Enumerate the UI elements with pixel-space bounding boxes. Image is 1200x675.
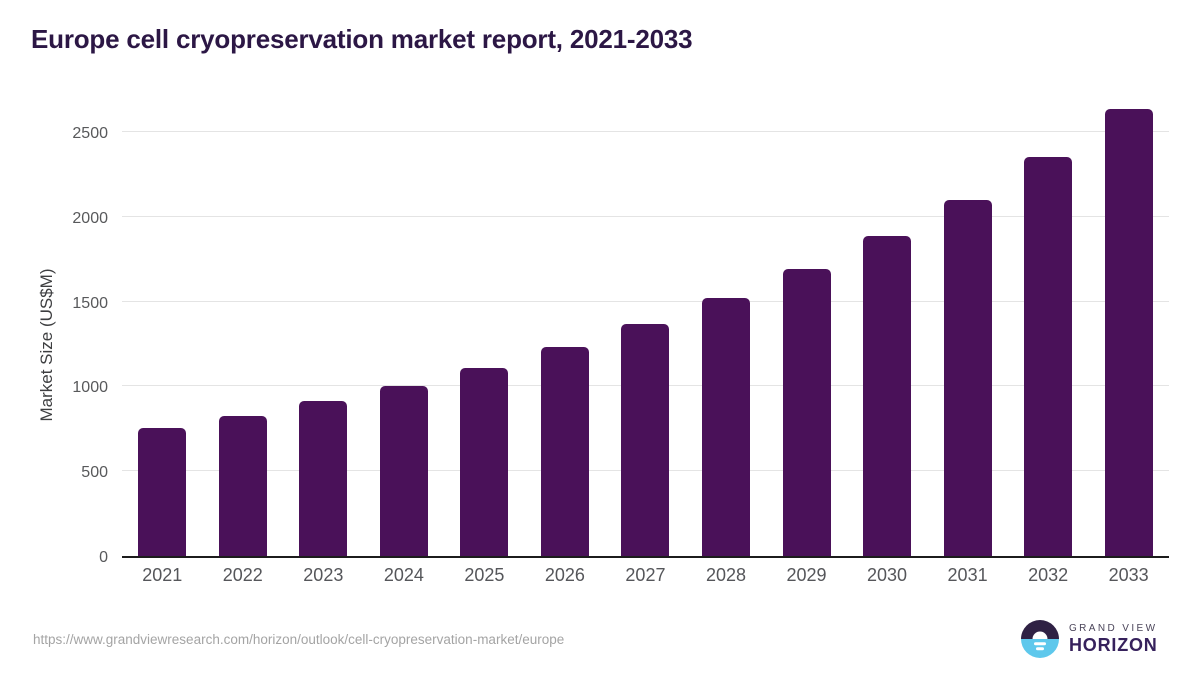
bar-slot-2029 [766,100,847,556]
x-tick-2030: 2030 [867,565,908,585]
y-axis-title: Market Size (US$M) [37,268,56,422]
bar-2030 [863,236,912,556]
bar-slot-2022 [203,100,284,556]
bar-2021 [138,427,187,556]
logo-mark-icon [1021,620,1059,658]
x-tick-2022: 2022 [222,565,263,585]
x-tick-2023: 2023 [303,565,344,585]
bar-slot-2028 [686,100,767,556]
bar-2024 [379,385,428,556]
page-title: Europe cell cryopreservation market repo… [31,24,693,54]
bar-2029 [782,269,831,556]
logo-text: GRAND VIEW HORIZON [1069,623,1158,655]
gridline-1500 [122,300,1169,302]
grand-view-horizon-logo: GRAND VIEW HORIZON [1021,620,1158,658]
bar-slot-2021 [122,100,203,556]
bar-slot-2027 [605,100,686,556]
x-tick-2025: 2025 [464,565,505,585]
bar-slot-2024 [364,100,445,556]
x-axis-labels: 2021 2022 2023 2024 2025 2026 2027 2028 2029 2030… [122,565,1169,586]
logo-brand-name: GRAND VIEW [1069,623,1158,634]
bar-2025 [460,367,509,556]
bar-2026 [540,347,589,556]
y-tick-2500: 2500 [72,125,108,142]
x-tick-2031: 2031 [947,565,988,585]
bar-2022 [218,416,267,556]
source-url: https://www.grandviewresearch.com/horizo… [33,632,565,647]
y-tick-500: 500 [81,464,108,482]
x-tick-2024: 2024 [383,565,424,585]
bar-slot-2026 [525,100,606,556]
bar-2033 [1104,109,1153,556]
logo-product-name: HORIZON [1069,635,1158,655]
bar-slot-2025 [444,100,525,556]
x-tick-2033: 2033 [1108,565,1149,585]
bar-slot-2030 [847,100,928,556]
gridline-2500 [122,131,1169,132]
bar-2027 [621,323,670,556]
x-tick-2028: 2028 [705,565,746,585]
bar-2028 [701,298,750,556]
x-tick-2026: 2026 [544,565,585,585]
bar-slot-2033 [1088,100,1169,556]
x-tick-2027: 2027 [625,565,666,585]
x-tick-2021: 2021 [142,565,183,585]
bar-2031 [943,199,992,556]
y-tick-0: 0 [99,549,108,566]
y-tick-1500: 1500 [72,294,108,312]
y-tick-1000: 1000 [72,379,108,397]
plot-area [122,100,1169,558]
y-tick-2000: 2000 [72,209,108,227]
bar-slot-2023 [283,100,364,556]
bars-row [122,100,1169,556]
bar-2032 [1024,156,1073,556]
x-tick-2032: 2032 [1028,565,1069,585]
bar-slot-2032 [1008,100,1089,556]
x-tick-2029: 2029 [786,565,827,585]
bar-2023 [299,400,348,556]
gridline-2000 [122,215,1169,217]
bar-slot-2031 [927,100,1008,556]
